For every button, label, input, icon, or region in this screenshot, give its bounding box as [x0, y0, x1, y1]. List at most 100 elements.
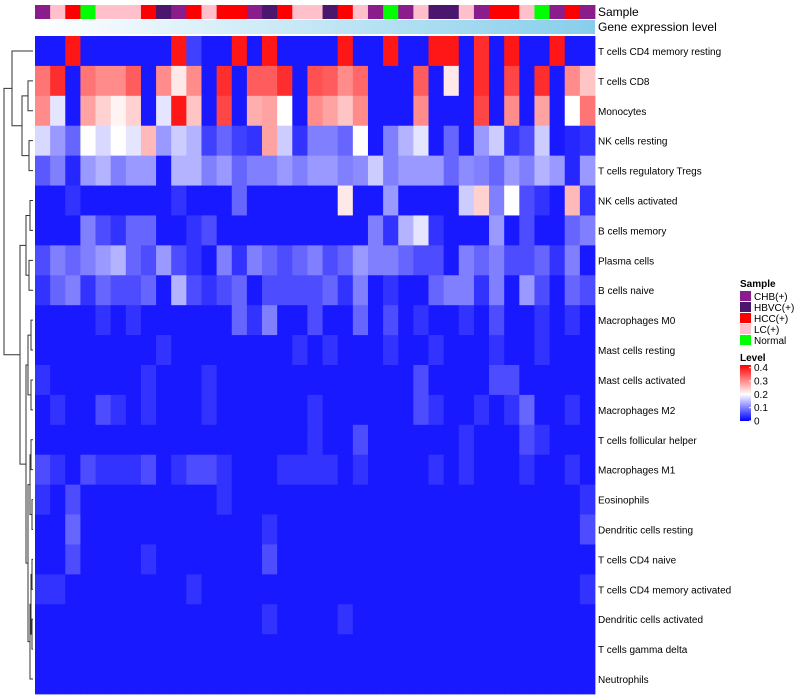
heatmap-cell [50, 275, 66, 306]
sample-annotation-cell [489, 5, 505, 19]
heatmap-cell [156, 634, 172, 665]
heatmap-cell [277, 514, 293, 545]
heatmap-cell [171, 36, 187, 67]
heatmap-cell [50, 155, 66, 186]
heatmap-cell [277, 454, 293, 486]
heatmap-cell [398, 604, 414, 635]
heatmap-cell [65, 454, 81, 486]
heatmap-cell [337, 664, 354, 695]
heatmap-cell [519, 424, 535, 456]
heatmap-cell [35, 574, 51, 605]
heatmap-cell [534, 185, 550, 216]
heatmap-cell [292, 484, 308, 515]
heatmap-cell [564, 574, 581, 605]
heatmap-cell [65, 365, 81, 396]
sample-legend-label: Normal [754, 336, 786, 347]
heatmap-cell [564, 36, 581, 67]
heatmap-cell [519, 335, 535, 366]
heatmap-cell [110, 365, 127, 396]
heatmap-cell [50, 95, 66, 127]
heatmap-cell [367, 424, 384, 456]
heatmap-cell [50, 634, 66, 665]
heatmap-cell [140, 514, 157, 545]
heatmap-cell [443, 365, 460, 396]
heatmap-cell [352, 335, 369, 366]
heatmap-cell [322, 245, 339, 276]
heatmap-cell [307, 305, 323, 336]
row-label: Mast cells resting [598, 346, 675, 357]
heatmap-cell [473, 125, 490, 157]
heatmap-cell [216, 574, 233, 605]
heatmap-cell [246, 574, 263, 605]
heatmap-cell [110, 95, 127, 127]
heatmap-cell [95, 125, 112, 157]
heatmap-cell [262, 604, 278, 635]
heatmap-cell [50, 36, 66, 67]
heatmap-cell [307, 634, 323, 665]
heatmap-cell [428, 634, 445, 665]
heatmap-cell [231, 95, 248, 127]
heatmap-cell [65, 484, 81, 515]
heatmap-cell [519, 245, 535, 276]
sample-annotation-cell [171, 5, 187, 19]
heatmap-cell [337, 454, 354, 486]
sample-annotation-cell [80, 5, 96, 19]
heatmap-cell [367, 394, 384, 426]
heatmap-cell [125, 185, 142, 216]
heatmap-cell [216, 604, 233, 635]
heatmap-cell [171, 245, 187, 276]
heatmap-cell [277, 335, 293, 366]
heatmap-cell [443, 185, 460, 216]
heatmap-cell [231, 125, 248, 157]
heatmap-cell [383, 335, 399, 366]
heatmap-cell [367, 125, 384, 157]
row-labels: T cells CD4 memory resting T cells CD8 Mon… [598, 47, 731, 686]
heatmap-cell [534, 574, 550, 605]
heatmap-cell [307, 275, 323, 306]
heatmap-cell [473, 155, 490, 186]
heatmap-cell [413, 36, 429, 67]
heatmap-cell [216, 95, 233, 127]
sample-legend-title: Sample [740, 279, 776, 290]
heatmap-cell [519, 544, 535, 575]
heatmap-cell [50, 484, 66, 515]
heatmap-cell [201, 424, 218, 456]
heatmap-cell [125, 215, 142, 246]
heatmap-cell [428, 544, 445, 575]
row-label: Dendritic cells resting [598, 526, 693, 537]
sample-annotation-cell [246, 5, 263, 19]
heatmap-cell [65, 155, 81, 186]
heatmap-cell [246, 185, 263, 216]
heatmap-cell [80, 514, 96, 545]
heatmap-cell [156, 65, 172, 97]
heatmap-cell [337, 275, 354, 306]
heatmap-cell [156, 664, 172, 695]
heatmap-cell [413, 454, 429, 486]
heatmap-cell [398, 484, 414, 515]
heatmap-cell [171, 574, 187, 605]
heatmap-cell [458, 574, 475, 605]
heatmap-cell [489, 544, 505, 575]
heatmap-cell [156, 305, 172, 336]
heatmap-cell [413, 365, 429, 396]
heatmap-cell [140, 36, 157, 67]
heatmap-cell [549, 454, 566, 486]
heatmap-cell [489, 365, 505, 396]
heatmap-cell [35, 604, 51, 635]
heatmap-cell [564, 514, 581, 545]
heatmap-cell [337, 215, 354, 246]
heatmap-cell [110, 664, 127, 695]
heatmap-cell [186, 36, 202, 67]
heatmap-cell [171, 365, 187, 396]
heatmap-cell [458, 65, 475, 97]
heatmap-cell [125, 335, 142, 366]
heatmap-cell [35, 245, 51, 276]
heatmap-cell [110, 424, 127, 456]
heatmap-cell [549, 604, 566, 635]
heatmap-cell [186, 155, 202, 186]
heatmap-cell [443, 604, 460, 635]
heatmap-cell [95, 394, 112, 426]
heatmap-cell [140, 95, 157, 127]
heatmap-cell [186, 454, 202, 486]
heatmap-cell [262, 484, 278, 515]
